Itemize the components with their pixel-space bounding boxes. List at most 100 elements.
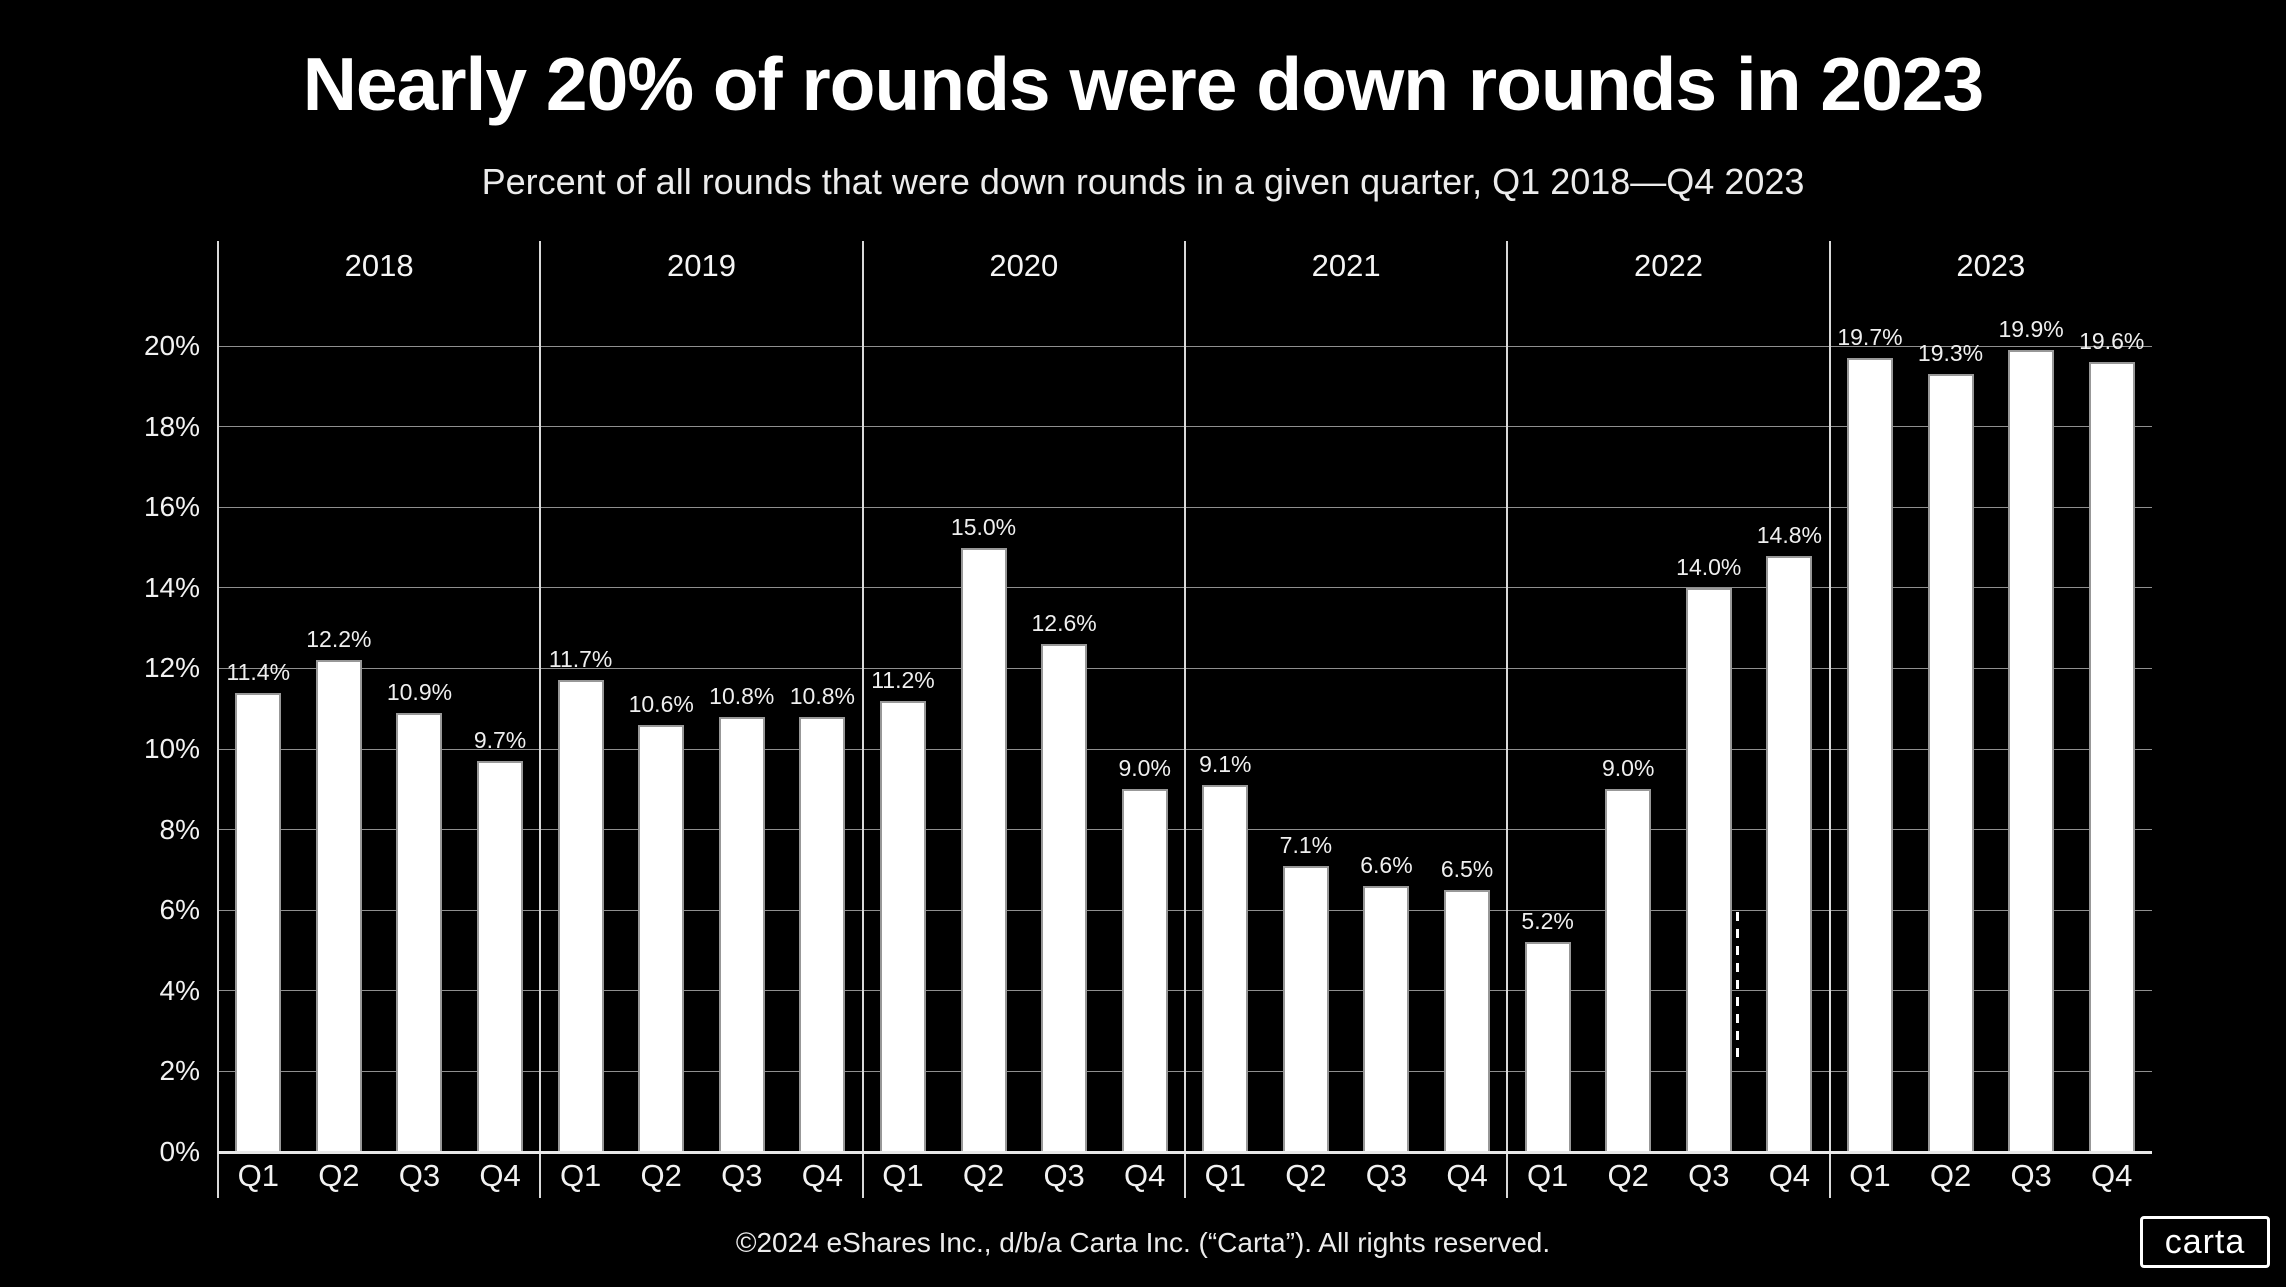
bar-value-label: 19.7% <box>1837 324 1903 351</box>
bar-value-label: 19.3% <box>1917 340 1984 367</box>
quarter-label: Q3 <box>1043 1158 1085 1193</box>
bar-value-label: 6.5% <box>1440 856 1494 883</box>
bar <box>1282 865 1329 1152</box>
bar-value-label: 19.6% <box>2079 328 2145 355</box>
bar-value-label: 11.4% <box>226 658 291 685</box>
bar <box>638 724 685 1152</box>
bar <box>2008 350 2055 1152</box>
bar-value-label: 14.0% <box>1676 553 1742 580</box>
bar <box>1927 374 1974 1152</box>
bar <box>1444 890 1491 1152</box>
copyright-text: ©2024 eShares Inc., d/b/a Carta Inc. (“C… <box>735 1227 1551 1258</box>
bar <box>799 716 846 1152</box>
bar-value-label: 7.1% <box>1279 831 1333 858</box>
y-tick-label: 2% <box>159 1055 200 1087</box>
y-axis-line <box>217 241 219 1198</box>
y-tick-label: 20% <box>143 330 200 361</box>
quarter-label: Q4 <box>2091 1158 2133 1193</box>
quarter-label: Q2 <box>1285 1158 1327 1193</box>
carta-logo: carta <box>2140 1216 2270 1268</box>
bar <box>960 547 1007 1152</box>
bar-value-label: 15.0% <box>950 513 1017 540</box>
year-separator-line <box>1506 241 1509 1198</box>
y-tick-label: 18% <box>143 410 200 442</box>
quarter-label: Q3 <box>1365 1158 1408 1193</box>
quarter-label: Q4 <box>1768 1158 1811 1193</box>
bar <box>315 660 362 1152</box>
year-label: 2019 <box>667 248 736 283</box>
y-tick-label: 0% <box>159 1136 200 1167</box>
bar <box>1524 942 1571 1152</box>
bar <box>718 716 765 1152</box>
quarter-label: Q1 <box>559 1158 602 1193</box>
quarter-label: Q4 <box>801 1158 844 1193</box>
quarter-label: Q4 <box>1124 1158 1166 1193</box>
carta-logo-text: carta <box>2164 1223 2246 1261</box>
quarter-label: Q2 <box>640 1158 682 1193</box>
bar-value-label: 10.8% <box>789 682 855 709</box>
quarter-label: Q3 <box>721 1158 763 1193</box>
bar <box>235 692 282 1152</box>
quarter-label: Q2 <box>962 1158 1005 1193</box>
dashed-annotation-line <box>1735 912 1739 1064</box>
bar <box>477 761 524 1152</box>
y-tick-label: 10% <box>143 733 200 764</box>
year-separator-line <box>1184 241 1186 1198</box>
quarter-label: Q1 <box>1204 1158 1246 1193</box>
year-label: 2023 <box>1956 248 2026 283</box>
quarter-label: Q3 <box>398 1158 441 1193</box>
chart-title: Nearly 20% of rounds were down rounds in… <box>302 42 1984 126</box>
bar <box>2088 362 2135 1152</box>
year-label: 2020 <box>989 248 1059 283</box>
bar-value-label: 9.1% <box>1199 751 1252 778</box>
bar <box>1605 789 1652 1152</box>
y-tick-label: 6% <box>159 894 200 926</box>
year-separator-line <box>539 241 542 1198</box>
bar-value-label: 9.7% <box>473 727 527 754</box>
bar-value-label: 12.2% <box>306 626 372 653</box>
quarter-label: Q2 <box>1929 1158 1972 1193</box>
quarter-label: Q2 <box>318 1158 360 1193</box>
quarter-label: Q3 <box>1688 1158 1730 1193</box>
x-axis-baseline <box>218 1150 2152 1154</box>
year-separator-line <box>861 241 864 1198</box>
y-tick-label: 14% <box>143 571 200 603</box>
bar-value-label: 11.7% <box>548 646 613 673</box>
bar-value-label: 6.6% <box>1360 852 1413 879</box>
y-tick-label: 4% <box>159 974 200 1006</box>
year-label: 2022 <box>1634 248 1703 283</box>
quarter-label: Q4 <box>1446 1158 1488 1193</box>
bar <box>1766 555 1813 1152</box>
bar-value-label: 10.6% <box>628 690 694 717</box>
bar-value-label: 10.8% <box>709 682 775 709</box>
chart-subtitle: Percent of all rounds that were down rou… <box>481 161 1805 202</box>
year-label: 2018 <box>344 248 414 283</box>
bar <box>879 700 926 1152</box>
y-tick-label: 16% <box>143 491 200 523</box>
bar-value-label: 19.9% <box>1998 316 2064 343</box>
bar <box>396 712 443 1152</box>
y-tick-label: 12% <box>143 652 200 684</box>
quarter-label: Q1 <box>1849 1158 1891 1193</box>
bar-value-label: 11.2% <box>871 666 935 693</box>
bar-value-label: 12.6% <box>1031 610 1097 637</box>
bar <box>1685 587 1732 1152</box>
bar-value-label: 10.9% <box>386 678 453 705</box>
bar <box>1041 644 1088 1152</box>
y-tick-label: 8% <box>159 813 200 845</box>
bar <box>1202 785 1249 1152</box>
year-separator-line <box>1828 241 1831 1198</box>
quarter-label: Q4 <box>479 1158 521 1193</box>
bar-value-label: 9.0% <box>1118 755 1171 782</box>
bar <box>1363 886 1410 1152</box>
quarter-label: Q3 <box>2010 1158 2052 1193</box>
quarter-label: Q1 <box>1526 1158 1569 1193</box>
quarter-label: Q2 <box>1607 1158 1649 1193</box>
bar-value-label: 9.0% <box>1601 755 1655 782</box>
year-label: 2021 <box>1311 248 1381 283</box>
bar <box>557 680 604 1152</box>
bar <box>1121 789 1168 1152</box>
quarter-label: Q1 <box>237 1158 279 1193</box>
